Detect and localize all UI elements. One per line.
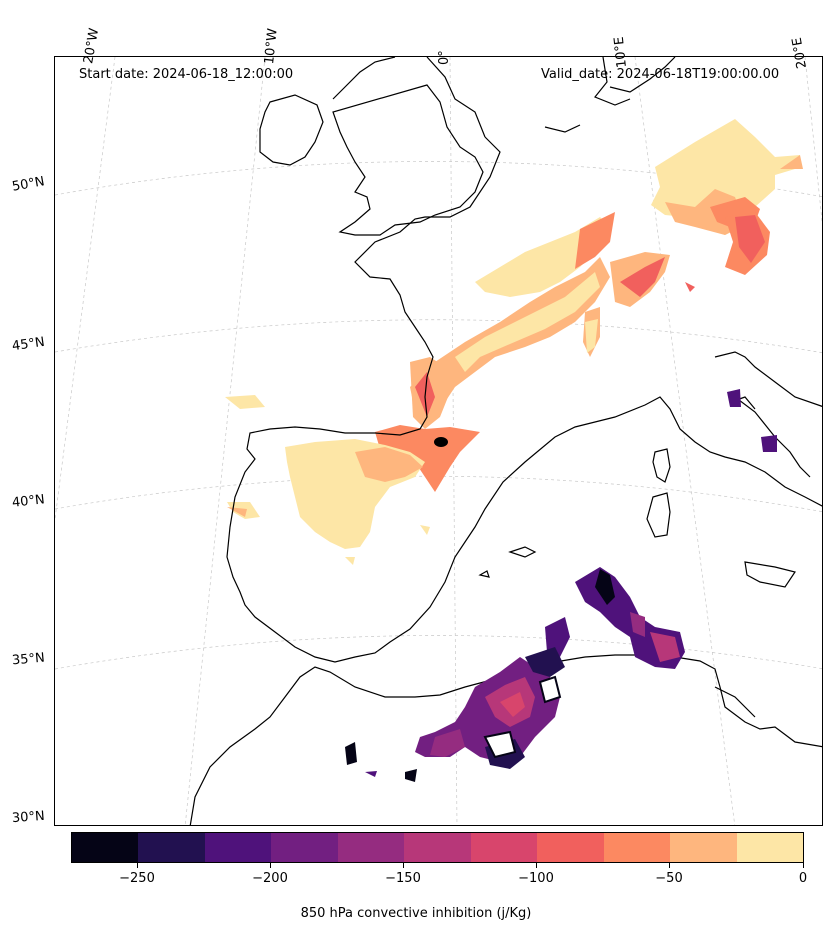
colorbar-bin <box>72 833 139 862</box>
lat-label-40n: 40°N <box>11 492 46 511</box>
map-panel <box>54 56 823 826</box>
colorbar-tick-label: −50 <box>655 871 683 886</box>
colorbar-bin <box>271 833 338 862</box>
colorbar-tick <box>669 863 670 868</box>
cin-field-strong <box>345 389 777 782</box>
lat-label-45n: 45°N <box>11 334 46 355</box>
colorbar-tick-label: −100 <box>518 871 554 886</box>
lat-label-50n: 50°N <box>10 174 46 195</box>
colorbar-tick <box>403 863 404 868</box>
colorbar-bin <box>138 833 205 862</box>
colorbar-bin <box>204 833 272 862</box>
colorbar-bin <box>404 833 471 862</box>
colorbar-tick <box>137 863 138 868</box>
lat-label-30n: 30°N <box>11 808 46 827</box>
lon-label-0: 0° <box>437 50 452 65</box>
colorbar-tick <box>803 863 804 868</box>
colorbar-bin <box>603 833 671 862</box>
cin-field-weak <box>225 119 803 565</box>
colorbar-bin <box>470 833 538 862</box>
colorbar-tick <box>536 863 537 868</box>
map-canvas <box>55 57 822 825</box>
colorbar-tick <box>270 863 271 868</box>
colorbar-bin <box>670 833 737 862</box>
colorbar-tick-label: −200 <box>252 871 288 886</box>
colorbar-tick-label: 0 <box>798 871 808 886</box>
colorbar-tick-label: −150 <box>385 871 421 886</box>
lon-label-10e: 10°E <box>611 35 630 69</box>
lat-label-35n: 35°N <box>11 650 46 669</box>
location-marker <box>434 437 448 447</box>
start-date-label: Start date: 2024-06-18_12:00:00 <box>79 67 294 82</box>
valid-date-label: Valid_date: 2024-06-18T19:00:00.00 <box>541 67 780 82</box>
colorbar-bin <box>337 833 405 862</box>
colorbar-bin <box>537 833 604 862</box>
colorbar-bin <box>736 833 803 862</box>
colorbar-label: 850 hPa convective inhibition (j/Kg) <box>300 906 532 921</box>
colorbar-tick-label: −250 <box>119 871 155 886</box>
colorbar <box>71 832 804 863</box>
